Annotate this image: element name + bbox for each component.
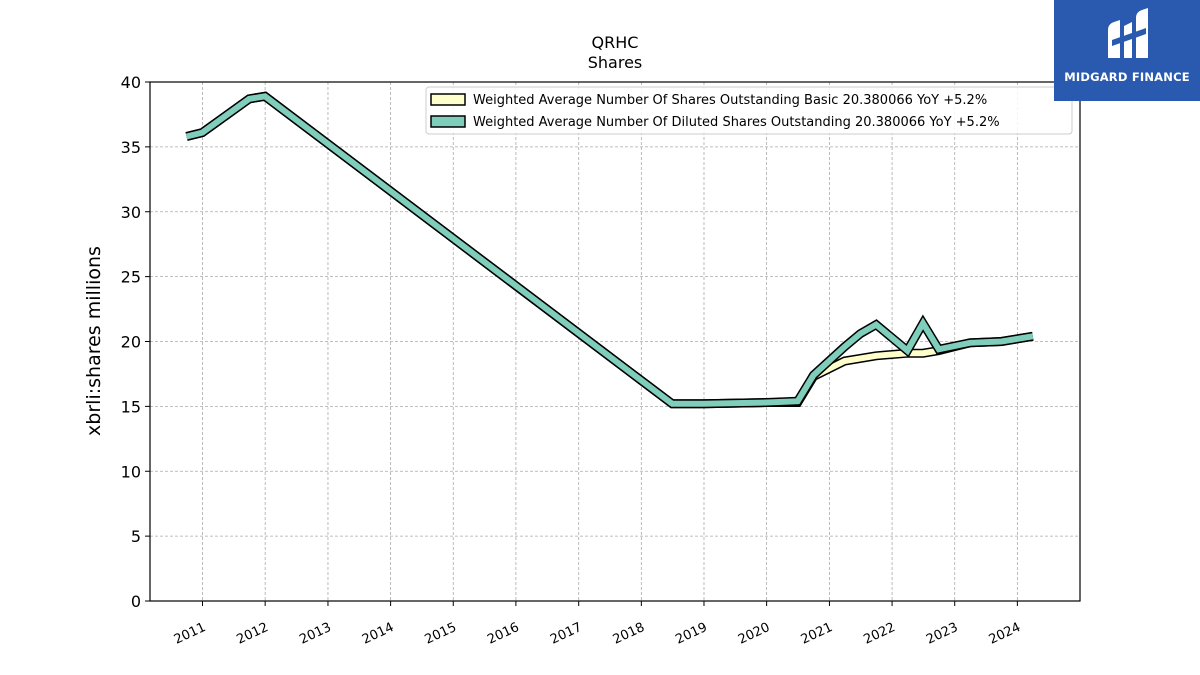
y-axis: 0 5 10 15 20 25 30 35 40 <box>121 73 150 611</box>
series-line <box>185 93 1034 407</box>
y-tick-label: 5 <box>131 527 141 546</box>
y-tick-label: 30 <box>121 203 141 222</box>
legend-label-diluted: Weighted Average Number Of Diluted Share… <box>473 115 1000 130</box>
legend-swatch-diluted <box>430 115 466 128</box>
legend-swatch-basic <box>430 93 466 106</box>
series-layer <box>185 91 1034 409</box>
x-tick-label: 2015 <box>423 620 459 648</box>
x-tick-label: 2020 <box>736 620 772 648</box>
x-tick-label: 2013 <box>297 620 333 648</box>
y-tick-label: 25 <box>121 268 141 287</box>
legend: Weighted Average Number Of Shares Outsta… <box>425 86 1073 135</box>
x-tick-label: 2018 <box>611 620 647 648</box>
brand-logo: MIDGARD FINANCE <box>1054 0 1200 101</box>
y-tick-label: 20 <box>121 333 141 352</box>
x-tick-label: 2024 <box>987 620 1023 648</box>
y-tick-label: 10 <box>121 462 141 481</box>
x-tick-label: 2023 <box>924 620 960 648</box>
x-tick-label: 2017 <box>548 620 584 648</box>
x-tick-label: 2021 <box>799 620 835 648</box>
x-axis: 2011 2012 2013 2014 2015 2016 2017 2018 2019 2020… <box>172 601 1023 648</box>
x-tick-label: 2011 <box>172 620 208 648</box>
y-tick-label: 40 <box>121 73 141 92</box>
x-tick-label: 2019 <box>673 620 709 648</box>
series-diluted <box>185 91 1034 409</box>
chart-subtitle: Shares <box>588 53 643 72</box>
brand-name: MIDGARD FINANCE <box>1064 70 1190 84</box>
midgard-logo-icon <box>1108 8 1148 58</box>
x-tick-label: 2022 <box>861 620 897 648</box>
x-tick-label: 2016 <box>485 620 521 648</box>
y-tick-label: 15 <box>121 397 141 416</box>
y-tick-label: 0 <box>131 592 141 611</box>
grid <box>150 81 1080 602</box>
y-tick-label: 35 <box>121 138 141 157</box>
x-tick-label: 2014 <box>360 620 396 648</box>
y-axis-label: xbrli:shares millions <box>83 246 105 436</box>
legend-box <box>425 86 1073 135</box>
x-tick-label: 2012 <box>235 620 271 648</box>
chart-title: QRHC <box>592 33 639 52</box>
legend-label-basic: Weighted Average Number Of Shares Outsta… <box>473 93 987 108</box>
